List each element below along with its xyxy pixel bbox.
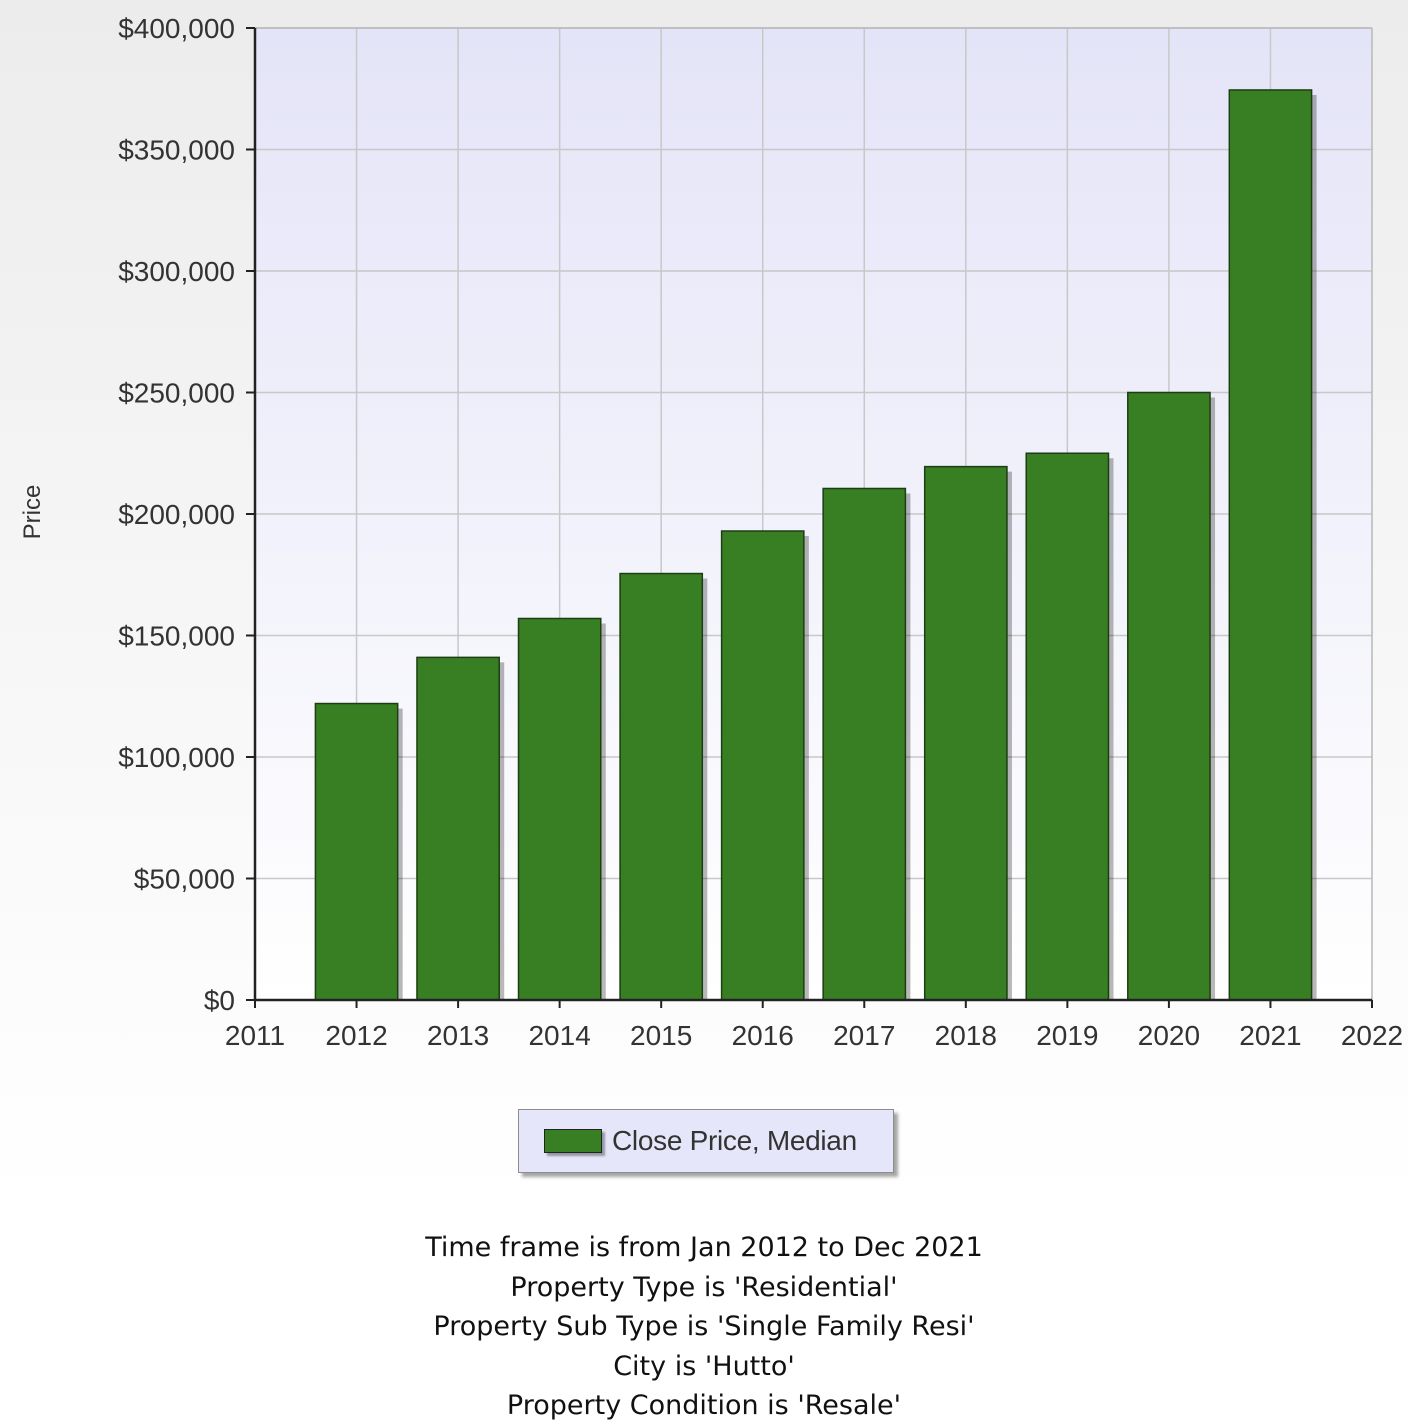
y-tick-label: $50,000 bbox=[134, 864, 235, 895]
note-time-frame: Time frame is from Jan 2012 to Dec 2021 bbox=[425, 1232, 983, 1263]
filter-notes: Time frame is from Jan 2012 to Dec 2021 … bbox=[0, 1228, 1408, 1426]
note-city: City is 'Hutto' bbox=[613, 1350, 795, 1382]
y-tick-label: $0 bbox=[204, 985, 235, 1016]
bar bbox=[1127, 391, 1211, 1001]
bar bbox=[619, 572, 704, 1001]
x-tick-label: 2013 bbox=[427, 1020, 489, 1051]
x-tick-label: 2018 bbox=[935, 1020, 997, 1051]
bar bbox=[720, 530, 805, 1001]
chart-area: $0 $50,000 $100,000 $150,000 $200,000 $250,00… bbox=[0, 0, 1408, 1205]
bar bbox=[822, 487, 907, 1001]
y-tick-label: $400,000 bbox=[118, 13, 235, 44]
y-tick-label: $200,000 bbox=[118, 499, 235, 530]
x-tick-label: 2012 bbox=[325, 1020, 387, 1051]
x-tick-label: 2015 bbox=[630, 1020, 692, 1051]
y-tick-label: $300,000 bbox=[118, 256, 235, 287]
y-tick-label: $150,000 bbox=[118, 621, 235, 652]
axes bbox=[246, 27, 1373, 1008]
x-tick-label: 2014 bbox=[528, 1020, 590, 1051]
bar bbox=[923, 465, 1008, 1001]
note-property-type: Property Type is 'Residential' bbox=[510, 1271, 898, 1303]
note-property-sub-type: Property Sub Type is 'Single Family Resi… bbox=[433, 1311, 975, 1342]
bar-chart: $0 $50,000 $100,000 $150,000 $200,000 $250,00… bbox=[19, 13, 1403, 1051]
x-tick-label: 2011 bbox=[225, 1020, 285, 1051]
legend: Close Price, Median bbox=[518, 1109, 894, 1173]
bar bbox=[1228, 89, 1313, 1001]
legend-swatch bbox=[544, 1129, 602, 1153]
bar bbox=[517, 617, 602, 1001]
x-tick-label: 2017 bbox=[833, 1020, 895, 1051]
x-tick-label: 2021 bbox=[1239, 1020, 1301, 1051]
bar bbox=[314, 702, 399, 1001]
x-tick-label: 2019 bbox=[1036, 1020, 1098, 1051]
bar bbox=[416, 656, 500, 1001]
x-tick-label: 2022 bbox=[1341, 1020, 1403, 1051]
legend-label: Close Price, Median bbox=[612, 1125, 857, 1156]
y-tick-label: $100,000 bbox=[118, 742, 235, 773]
note-property-condition: Property Condition is 'Resale' bbox=[506, 1390, 902, 1421]
tick-labels: $0 $50,000 $100,000 $150,000 $200,000 $250,00… bbox=[118, 13, 1403, 1051]
bar-series bbox=[314, 89, 1317, 1001]
y-tick-label: $350,000 bbox=[118, 135, 235, 166]
bar bbox=[1025, 452, 1110, 1001]
x-tick-label: 2016 bbox=[732, 1020, 794, 1051]
y-axis-title: Price bbox=[19, 485, 46, 540]
x-tick-label: 2020 bbox=[1138, 1020, 1200, 1051]
y-tick-label: $250,000 bbox=[118, 378, 235, 409]
